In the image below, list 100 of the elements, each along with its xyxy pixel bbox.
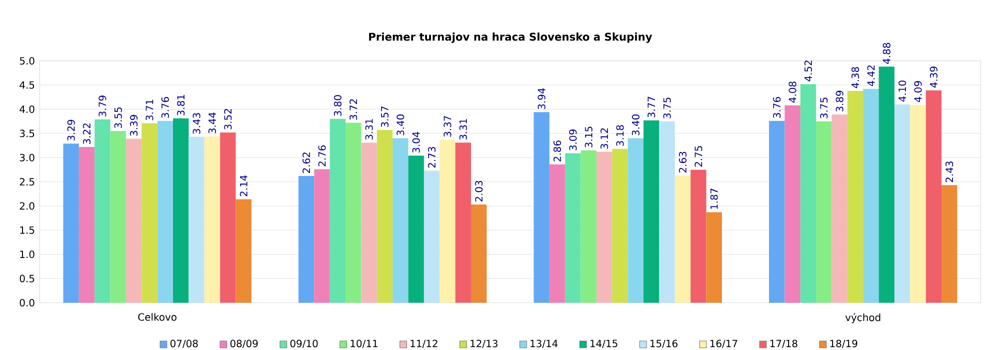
bar (126, 138, 142, 303)
data-label: 3.39 (130, 115, 138, 136)
bar (142, 123, 158, 303)
bar (644, 120, 660, 303)
legend-label: 17/18 (770, 340, 798, 348)
bar (440, 140, 456, 303)
data-label: 3.37 (444, 116, 452, 137)
data-label: 3.43 (192, 113, 200, 134)
data-label: 4.42 (867, 65, 875, 86)
data-label: 1.87 (710, 188, 718, 209)
bar (424, 170, 440, 303)
x-tick-label: Celkovo (138, 313, 176, 321)
data-label: 2.14 (240, 175, 248, 196)
data-label: 4.39 (930, 66, 938, 88)
legend-label: 08/09 (230, 340, 258, 348)
y-tick-label: 4.5 (20, 81, 34, 89)
data-label: 3.71 (146, 100, 154, 120)
data-label: 3.40 (396, 114, 404, 136)
bar (470, 204, 487, 303)
y-tick-label: 1.0 (20, 250, 34, 258)
data-label: 3.31 (459, 119, 467, 140)
data-label: 3.12 (600, 128, 608, 149)
bar (346, 122, 362, 303)
legend-label: 18/19 (830, 340, 858, 348)
bar (816, 121, 832, 303)
data-label: 4.38 (851, 67, 860, 88)
data-label: 4.09 (914, 81, 922, 102)
legend-label: 07/08 (170, 340, 198, 348)
data-label: 3.76 (161, 97, 169, 118)
legend-label: 14/15 (590, 340, 618, 348)
data-label: 4.10 (898, 80, 906, 102)
bar (863, 88, 879, 303)
bar (157, 120, 174, 303)
bar (580, 150, 596, 303)
data-label: 3.44 (208, 112, 216, 134)
bar (455, 142, 471, 303)
bar (204, 136, 220, 303)
bar (690, 170, 706, 303)
data-label: 4.08 (788, 82, 796, 103)
data-label: 2.76 (318, 145, 326, 166)
data-label: 4.52 (804, 60, 812, 82)
bar (878, 66, 894, 303)
data-label: 3.55 (114, 107, 122, 128)
data-label: 2.86 (553, 140, 562, 162)
bar (188, 136, 204, 303)
bar (63, 144, 79, 303)
y-tick-label: 0.5 (20, 274, 34, 282)
y-tick-label: 2.5 (20, 178, 34, 186)
bar (298, 176, 314, 303)
bar (361, 142, 377, 303)
data-label: 3.52 (224, 109, 232, 130)
y-tick-label: 2.0 (20, 202, 34, 210)
y-tick-label: 3.5 (20, 130, 34, 138)
bar (894, 104, 910, 303)
data-label: 3.29 (67, 120, 75, 141)
bar (314, 169, 330, 303)
bar (942, 185, 958, 303)
legend-label: 13/14 (530, 340, 558, 348)
bar (628, 138, 644, 303)
y-tick-label: 3.0 (20, 154, 34, 162)
data-label: 2.62 (302, 152, 310, 174)
bar (596, 152, 612, 303)
legend-label: 11/12 (410, 340, 438, 348)
data-label: 3.81 (177, 94, 185, 116)
bar (94, 119, 110, 303)
bar (659, 121, 675, 303)
data-label: 2.73 (428, 147, 436, 168)
data-label: 4.88 (882, 42, 890, 64)
bar (78, 146, 95, 303)
data-label: 3.04 (412, 132, 420, 153)
data-label: 3.94 (538, 88, 546, 110)
legend-label: 09/10 (290, 340, 318, 348)
bar (565, 153, 581, 303)
bar (408, 156, 424, 303)
data-label: 3.75 (820, 98, 828, 118)
bar (910, 104, 926, 303)
data-label: 3.72 (350, 99, 358, 120)
bar (534, 112, 550, 303)
data-label: 3.15 (584, 126, 592, 148)
bar (220, 132, 236, 303)
y-tick-label: 4.0 (20, 105, 34, 114)
legend-label: 16/17 (710, 340, 738, 348)
y-tick-label: 1.5 (20, 226, 34, 234)
data-label: 3.76 (773, 97, 781, 118)
legend-label: 10/11 (350, 340, 378, 348)
data-label: 3.89 (836, 90, 844, 112)
data-label: 3.75 (663, 98, 671, 118)
data-label: 3.77 (648, 96, 656, 118)
bar (173, 118, 189, 303)
data-label: 3.18 (616, 125, 624, 146)
bar (768, 120, 785, 303)
y-tick-label: 0.0 (20, 298, 34, 306)
data-label: 3.80 (334, 95, 342, 116)
bar (926, 90, 942, 303)
data-label: 3.40 (632, 114, 640, 136)
data-label: 3.57 (380, 106, 389, 128)
data-label: 2.43 (946, 162, 954, 182)
data-label: 2.63 (678, 152, 686, 173)
data-label: 3.79 (98, 96, 106, 116)
data-label: 3.31 (365, 119, 373, 140)
